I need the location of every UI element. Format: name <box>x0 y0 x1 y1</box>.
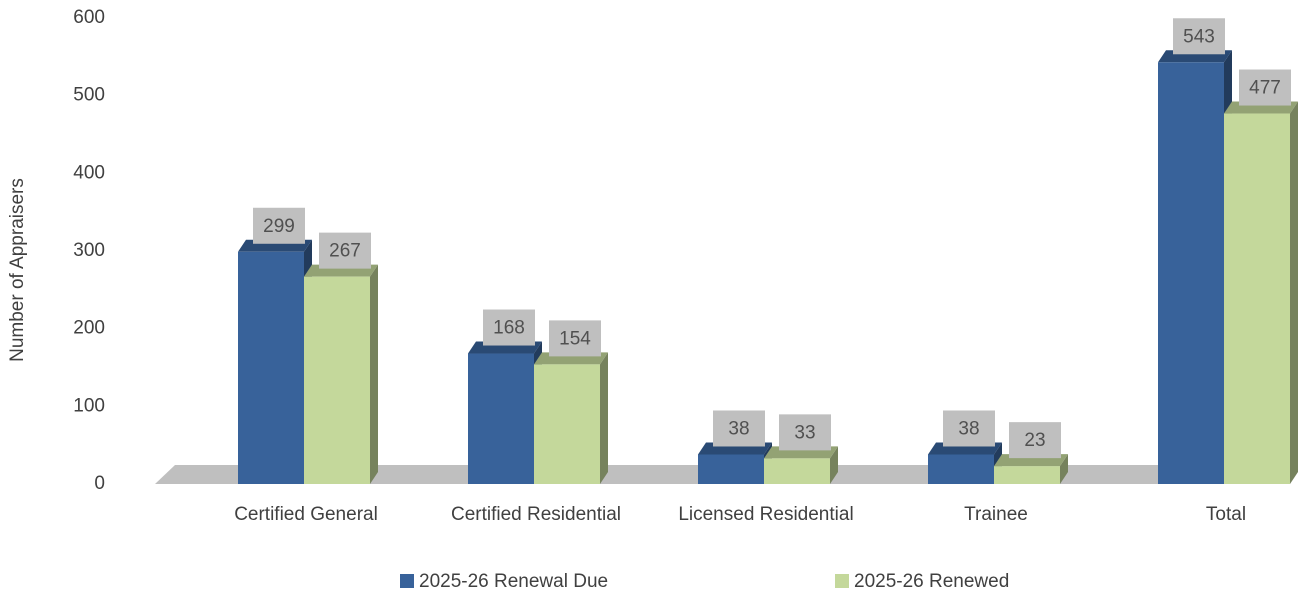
value-label-box <box>1239 69 1291 106</box>
y-axis-title: Number of Appraisers <box>7 178 28 362</box>
legend-label: 2025-26 Renewed <box>854 571 1009 592</box>
x-tick-label: Certified General <box>234 504 378 525</box>
bar <box>1158 50 1232 485</box>
value-label: 38 <box>958 419 979 440</box>
value-label-box <box>943 410 995 447</box>
value-label: 23 <box>1024 430 1045 451</box>
bar-side <box>1060 454 1068 484</box>
x-tick-label: Licensed Residential <box>678 504 853 525</box>
value-label-box <box>483 309 535 346</box>
bar <box>534 352 608 484</box>
y-tick-label: 200 <box>73 318 105 339</box>
bar-side <box>1290 101 1298 484</box>
bar <box>1224 101 1298 484</box>
bar-front <box>304 276 370 484</box>
value-label: 168 <box>493 318 525 339</box>
bar-front <box>1158 62 1224 485</box>
bar <box>468 341 542 484</box>
bar <box>238 239 312 484</box>
y-tick-label: 400 <box>73 162 105 183</box>
bar-side <box>370 264 378 484</box>
y-tick-label: 0 <box>94 473 105 494</box>
value-label: 38 <box>728 419 749 440</box>
value-label: 543 <box>1183 26 1215 47</box>
value-label-box <box>1009 422 1061 459</box>
bar-front <box>698 454 764 484</box>
legend-label: 2025-26 Renewal Due <box>419 571 608 592</box>
value-label: 477 <box>1249 78 1281 99</box>
value-label-box <box>253 207 305 244</box>
bar-front <box>1224 113 1290 484</box>
value-label-box <box>713 410 765 447</box>
legend-swatch <box>400 574 414 588</box>
value-label: 299 <box>263 216 295 237</box>
bar <box>304 264 378 484</box>
y-tick-label: 100 <box>73 395 105 416</box>
bar <box>994 454 1068 484</box>
bar <box>764 446 838 484</box>
x-tick-label: Trainee <box>964 504 1028 525</box>
bar-front <box>534 364 600 484</box>
bar <box>698 442 772 484</box>
bar-front <box>928 454 994 484</box>
bar <box>928 442 1002 484</box>
bar-front <box>238 251 304 484</box>
y-tick-label: 500 <box>73 85 105 106</box>
bar-front <box>994 466 1060 484</box>
y-tick-label: 300 <box>73 240 105 261</box>
bar-front <box>468 353 534 484</box>
legend-swatch <box>835 574 849 588</box>
value-label-box <box>1173 18 1225 55</box>
value-label: 267 <box>329 241 361 262</box>
value-label: 33 <box>794 422 815 443</box>
y-tick-label: 600 <box>73 7 105 28</box>
x-tick-label: Total <box>1206 504 1246 525</box>
bar-side <box>830 446 838 484</box>
value-label-box <box>319 232 371 269</box>
x-tick-label: Certified Residential <box>451 504 621 525</box>
bar-side <box>600 352 608 484</box>
value-label-box <box>549 320 601 357</box>
value-label-box <box>779 414 831 451</box>
value-label: 154 <box>559 328 591 349</box>
bar-front <box>764 458 830 484</box>
